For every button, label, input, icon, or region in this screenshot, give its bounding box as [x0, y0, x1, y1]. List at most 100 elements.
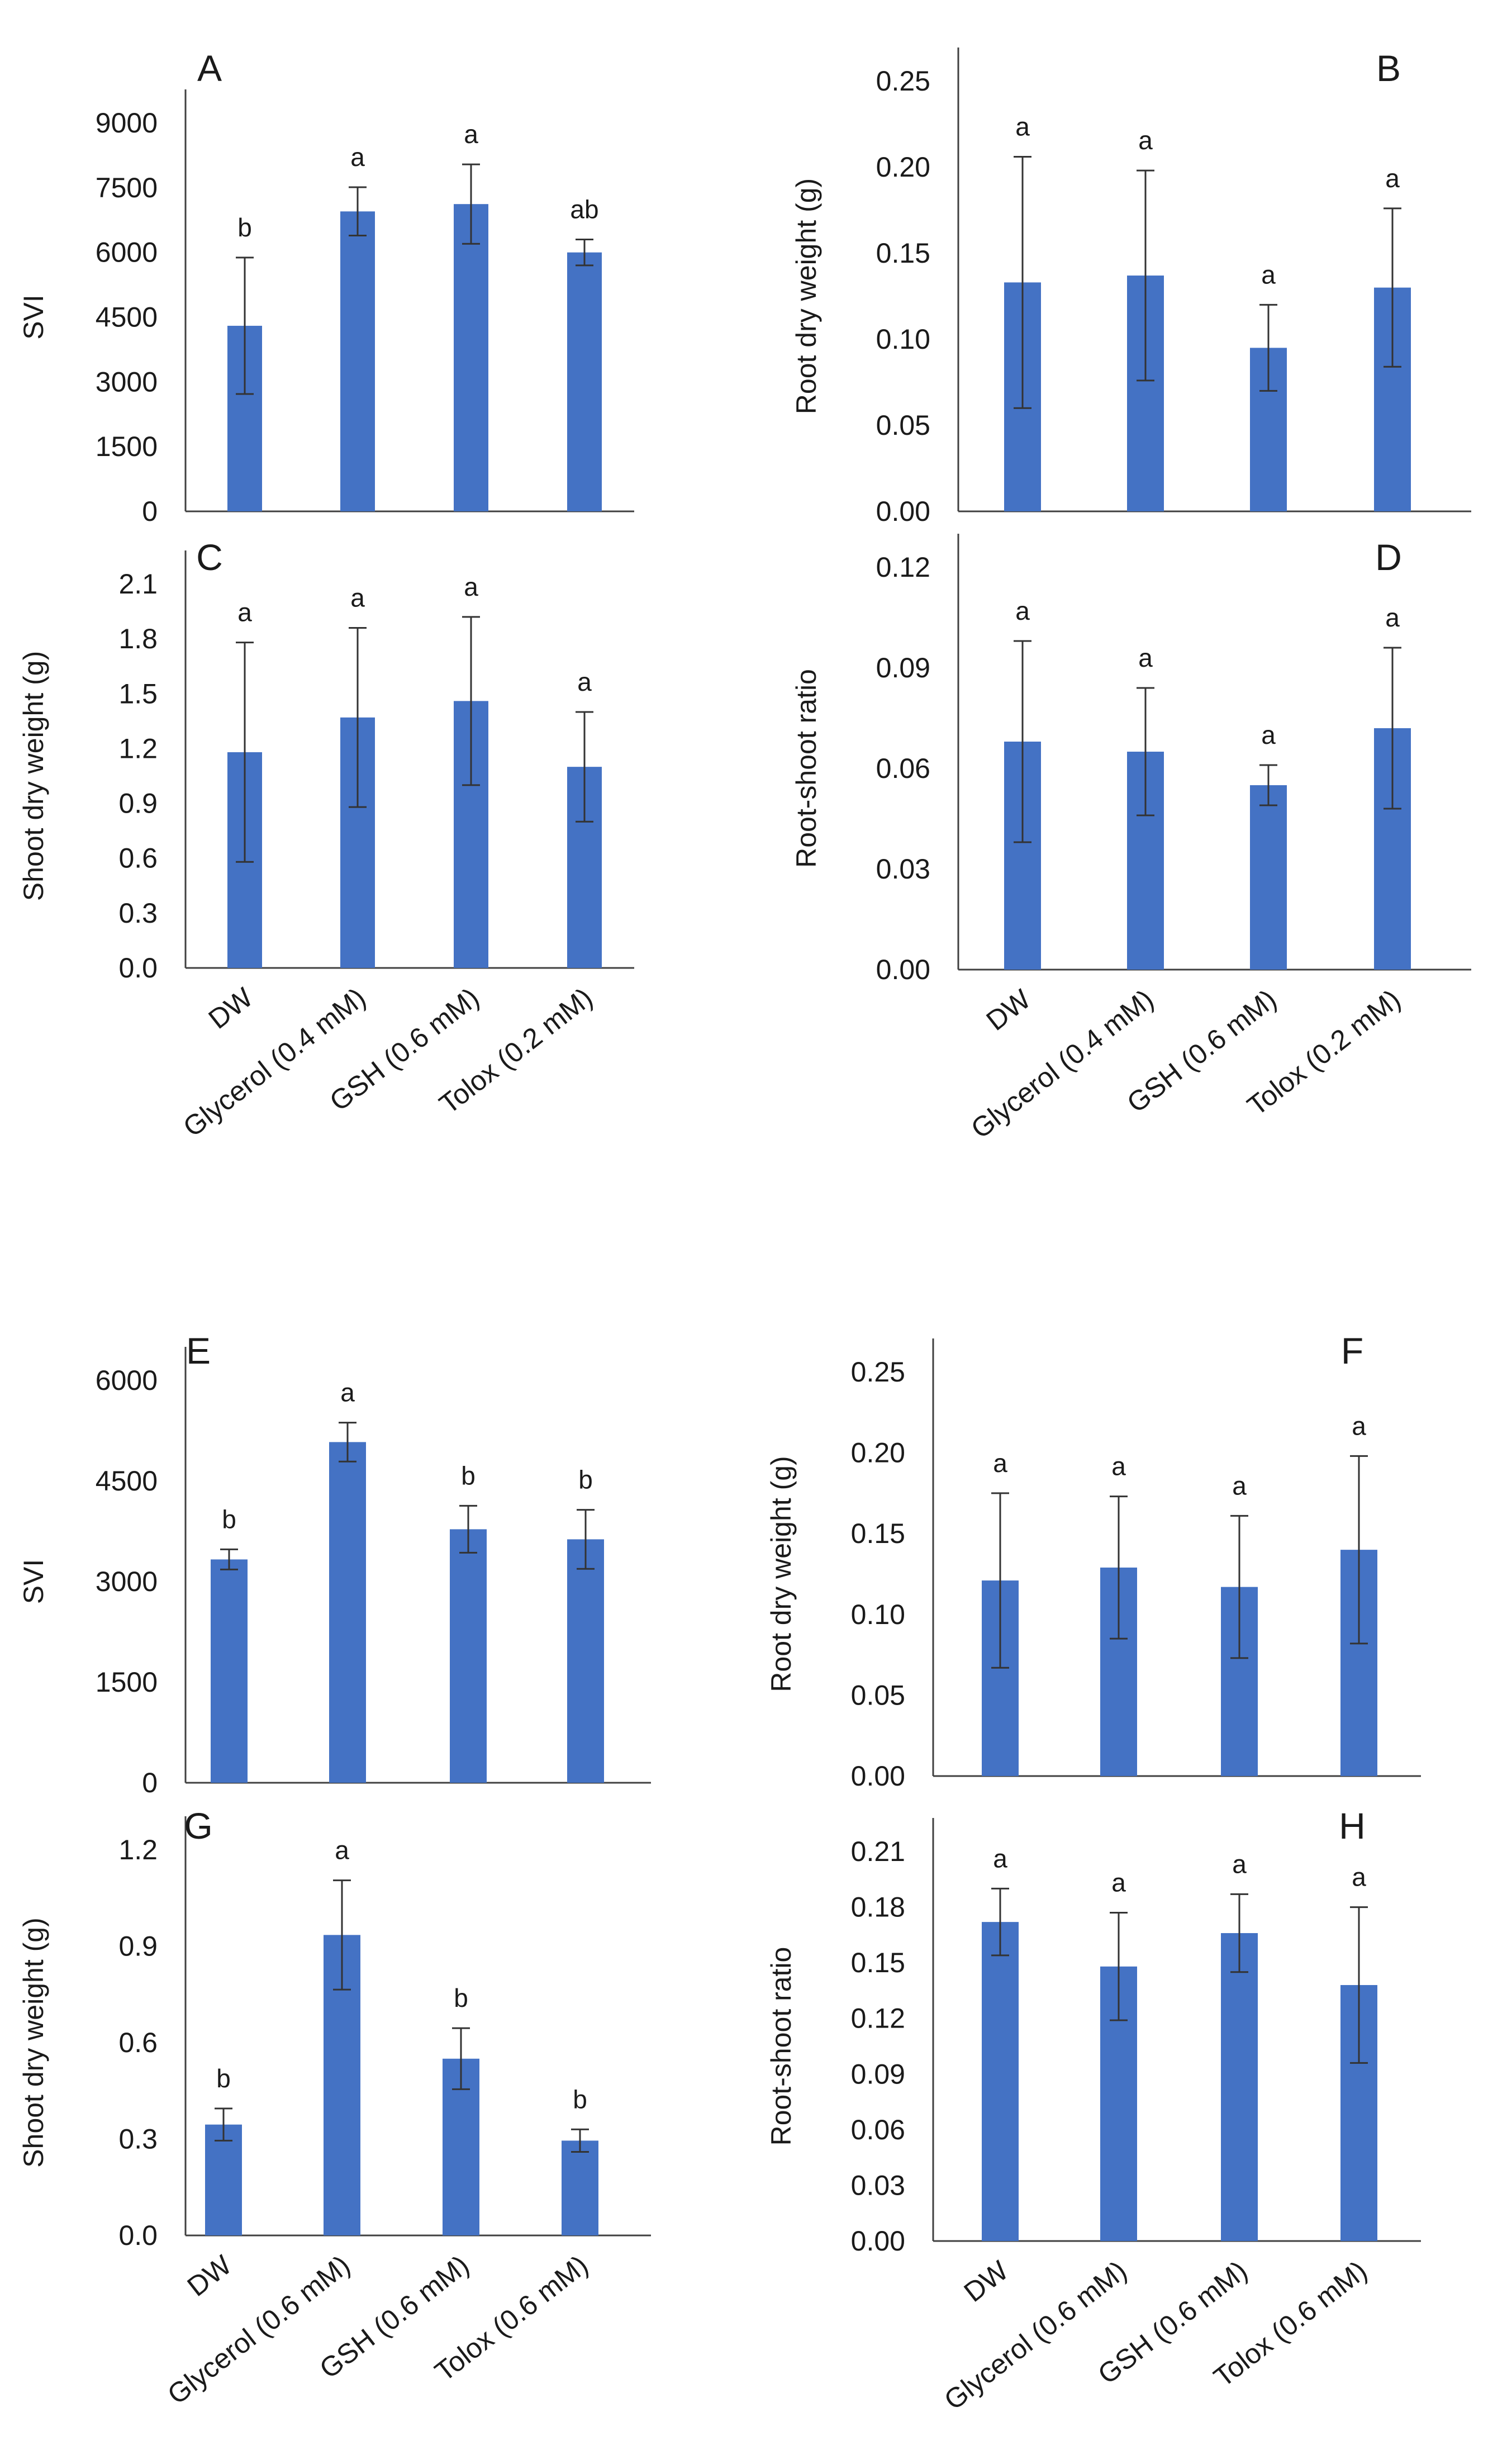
panel-b: 0.00 0.05 0.10 0.15 0.20 0.25 Root dry weight …: [791, 48, 1471, 527]
y-tick-label-e: 3000: [96, 1566, 158, 1597]
panel-letter-a: A: [197, 48, 222, 89]
panel-letter-f: F: [1341, 1330, 1363, 1371]
significance-letter-c: a: [577, 667, 592, 696]
significance-letter-g: a: [335, 1836, 349, 1865]
y-tick-label-c: 0.6: [118, 843, 158, 874]
y-tick-label-f: 0.15: [851, 1518, 905, 1549]
significance-letter-g: b: [573, 2085, 587, 2114]
significance-letter-f: a: [1111, 1452, 1126, 1481]
category-label-c: Glycerol (0.4 mM): [177, 982, 372, 1143]
y-tick-label-e: 4500: [96, 1465, 158, 1497]
y-tick-label-g: 0.3: [118, 2124, 158, 2155]
significance-letter-a: b: [237, 213, 252, 242]
y-tick-label-c: 0.3: [118, 898, 158, 929]
bar-a: [454, 204, 488, 512]
significance-letter-h: a: [993, 1844, 1007, 1873]
significance-letter-d: a: [1385, 603, 1400, 632]
y-tick-label-a: 0: [142, 496, 158, 527]
y-tick-label-d: 0.12: [876, 552, 930, 583]
significance-letter-f: a: [1352, 1411, 1366, 1440]
bar-g: [205, 2124, 242, 2235]
significance-letter-f: a: [1232, 1471, 1247, 1500]
y-axis-title-a: SVI: [18, 295, 49, 340]
y-tick-label-a: 7500: [96, 172, 158, 203]
y-tick-label-a: 9000: [96, 107, 158, 139]
y-tick-label-c: 2.1: [118, 568, 158, 600]
y-tick-label-h: 0.00: [851, 2225, 905, 2257]
y-tick-label-g: 0.9: [118, 1931, 158, 1962]
category-label-g: DW: [182, 2249, 238, 2302]
y-tick-label-d: 0.06: [876, 753, 930, 784]
significance-letter-f: a: [993, 1449, 1007, 1478]
panel-letter-c: C: [196, 537, 223, 578]
category-label-c: DW: [203, 981, 259, 1035]
y-tick-label-f: 0.25: [851, 1356, 905, 1388]
panel-letter-h: H: [1339, 1805, 1366, 1846]
bar-e: [211, 1559, 248, 1783]
significance-letter-h: a: [1352, 1863, 1366, 1892]
significance-letter-e: b: [461, 1461, 476, 1490]
y-tick-label-a: 3000: [96, 366, 158, 397]
y-tick-label-a: 1500: [96, 431, 158, 462]
y-axis-title-g: Shoot dry weight (g): [18, 1917, 49, 2167]
y-tick-label-d: 0.03: [876, 853, 930, 885]
bar-a: [567, 252, 602, 511]
significance-letter-g: b: [454, 1983, 468, 2012]
significance-letter-h: a: [1111, 1868, 1126, 1897]
significance-letter-d: a: [1138, 643, 1153, 672]
y-tick-label-f: 0.00: [851, 1760, 905, 1792]
y-tick-label-b: 0.10: [876, 324, 930, 355]
panel-h: 0.00 0.03 0.06 0.09 0.12 0.15 0.18 0.21 Root-sho…: [766, 1805, 1421, 2416]
y-axis-title-c: Shoot dry weight (g): [18, 651, 49, 901]
panel-c: 0.0 0.3 0.6 0.9 1.2 1.5 1.8 2.1 Shoot dry weight…: [18, 537, 634, 1143]
panel-d: 0.00 0.03 0.06 0.09 0.12 Root-shoot ratio Da a a…: [791, 534, 1471, 1145]
significance-letter-a: ab: [570, 195, 598, 224]
y-tick-label-c: 1.2: [118, 733, 158, 764]
y-tick-label-g: 1.2: [118, 1834, 158, 1865]
bar-e: [450, 1529, 487, 1783]
bar-a: [340, 211, 375, 511]
bar-e: [329, 1442, 366, 1783]
significance-letter-d: a: [1015, 596, 1030, 625]
bar-h: [982, 1922, 1019, 2241]
significance-letter-b: a: [1261, 260, 1276, 289]
y-tick-label-e: 6000: [96, 1365, 158, 1396]
y-axis-title-b: Root dry weight (g): [791, 178, 822, 414]
significance-letter-e: b: [222, 1504, 236, 1534]
y-tick-label-c: 1.5: [118, 678, 158, 709]
y-axis-title-e: SVI: [18, 1559, 49, 1604]
y-tick-label-h: 0.21: [851, 1836, 905, 1867]
y-tick-label-h: 0.15: [851, 1947, 905, 1978]
significance-letter-c: a: [464, 572, 478, 601]
y-tick-label-c: 1.8: [118, 623, 158, 654]
y-tick-label-e: 0: [142, 1767, 158, 1798]
y-axis-title-h: Root-shoot ratio: [766, 1947, 797, 2146]
y-tick-label-b: 0.20: [876, 151, 930, 183]
y-tick-label-e: 1500: [96, 1667, 158, 1698]
bar-g: [562, 2140, 598, 2235]
y-tick-label-d: 0.09: [876, 652, 930, 683]
significance-letter-b: a: [1015, 112, 1030, 141]
panel-g: 0.0 0.3 0.6 0.9 1.2 Shoot dry weight (g) Gb a b b…: [18, 1805, 651, 2410]
panel-letter-b: B: [1376, 48, 1401, 89]
significance-letter-c: a: [237, 598, 252, 627]
panel-letter-g: G: [184, 1805, 212, 1846]
panel-letter-d: D: [1375, 537, 1402, 578]
y-tick-label-h: 0.09: [851, 2058, 905, 2090]
bar-d: [1250, 785, 1287, 970]
y-tick-label-f: 0.20: [851, 1437, 905, 1469]
y-tick-label-f: 0.10: [851, 1599, 905, 1630]
panel-letter-e: E: [186, 1330, 211, 1371]
significance-letter-a: a: [350, 143, 365, 172]
category-label-h: DW: [958, 2254, 1015, 2308]
y-tick-label-a: 6000: [96, 237, 158, 268]
bar-h: [1221, 1933, 1258, 2241]
significance-letter-a: a: [464, 120, 478, 149]
y-tick-label-c: 0.0: [118, 952, 158, 984]
y-axis-title-d: Root-shoot ratio: [791, 669, 822, 868]
significance-letter-b: a: [1138, 126, 1153, 155]
panel-e: 0 1500 3000 4500 6000 SVI Eb a b b: [18, 1330, 651, 1798]
significance-letter-e: b: [578, 1465, 593, 1494]
panel-a: 0 1500 3000 4500 6000 7500 9000 SVI Ab a a ab: [18, 48, 634, 527]
